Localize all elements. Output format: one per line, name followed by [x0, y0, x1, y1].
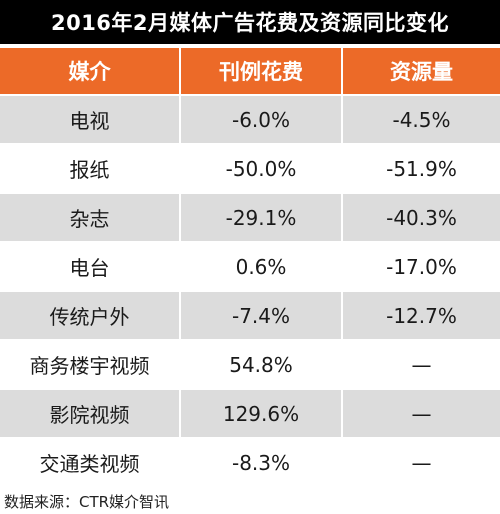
ad-spend-value: 54.8% [179, 340, 342, 390]
ad-spend-value: -7.4% [179, 291, 342, 341]
resource-value: — [341, 340, 500, 390]
table-row: 交通类视频 -8.3% — [0, 438, 500, 488]
table-row: 报纸 -50.0% -51.9% [0, 144, 500, 194]
header-media: 媒介 [0, 48, 180, 96]
header-row: 媒介 刊例花费 资源量 [0, 48, 500, 96]
media-name: 电视 [0, 95, 180, 145]
resource-value: — [341, 438, 500, 488]
table-row: 商务楼宇视频 54.8% — [0, 340, 500, 390]
resource-value: -40.3% [341, 193, 500, 243]
media-name: 杂志 [0, 193, 180, 243]
resource-value: -17.0% [341, 242, 500, 292]
media-name: 商务楼宇视频 [0, 340, 180, 390]
ad-spend-value: 129.6% [179, 389, 342, 439]
table-title: 2016年2月媒体广告花费及资源同比变化 [0, 0, 500, 44]
resource-value: -12.7% [341, 291, 500, 341]
ad-spend-value: -8.3% [179, 438, 342, 488]
ad-spend-value: -50.0% [179, 144, 342, 194]
resource-value: — [341, 389, 500, 439]
resource-value: -51.9% [341, 144, 500, 194]
header-ad-spend: 刊例花费 [179, 48, 342, 96]
source-note: 数据来源：CTR媒介智讯 [4, 492, 170, 511]
resource-value: -4.5% [341, 95, 500, 145]
media-name: 报纸 [0, 144, 180, 194]
header-resource-volume: 资源量 [341, 48, 500, 96]
table-row: 传统户外 -7.4% -12.7% [0, 291, 500, 341]
ad-spend-value: -29.1% [179, 193, 342, 243]
media-change-table: 媒介 刊例花费 资源量 电视 -6.0% -4.5% 报纸 -50.0% -51… [0, 48, 500, 488]
media-name: 交通类视频 [0, 438, 180, 488]
table-row: 杂志 -29.1% -40.3% [0, 193, 500, 243]
media-name: 电台 [0, 242, 180, 292]
media-name: 影院视频 [0, 389, 180, 439]
ad-spend-value: 0.6% [179, 242, 342, 292]
table-row: 电视 -6.0% -4.5% [0, 95, 500, 145]
media-name: 传统户外 [0, 291, 180, 341]
table-row: 电台 0.6% -17.0% [0, 242, 500, 292]
table-row: 影院视频 129.6% — [0, 389, 500, 439]
ad-spend-value: -6.0% [179, 95, 342, 145]
